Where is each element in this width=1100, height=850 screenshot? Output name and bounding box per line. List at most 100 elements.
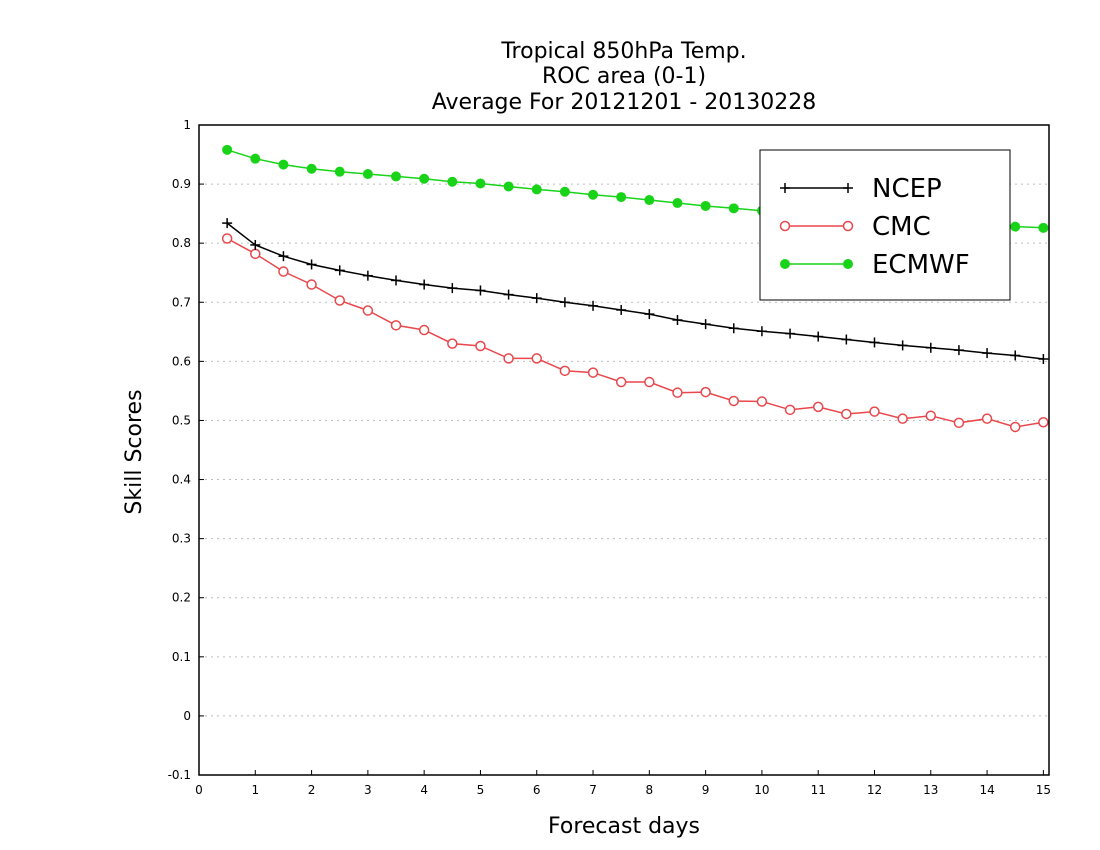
x-tick-label: 11 <box>811 783 826 797</box>
ncep-point <box>362 270 373 281</box>
legend-marker-ecmwf <box>780 259 790 269</box>
title-line-3: Average For 20121201 - 20130228 <box>432 90 817 115</box>
x-tick-label: 0 <box>195 783 203 797</box>
title-line-1: Tropical 850hPa Temp. <box>500 39 746 64</box>
ncep-point <box>785 328 796 339</box>
x-tick-label: 3 <box>364 783 372 797</box>
y-tick-label: 0.6 <box>172 354 191 368</box>
x-tick-label: 14 <box>979 783 994 797</box>
cmc-point <box>784 404 796 416</box>
ecmwf-point <box>503 181 514 192</box>
ncep-point <box>756 326 767 337</box>
y-tick-label: 0.9 <box>172 177 191 191</box>
cmc-point <box>503 353 514 364</box>
ncep-point <box>616 304 627 315</box>
cmc-point <box>644 376 655 388</box>
x-tick-label: 7 <box>589 783 597 797</box>
y-tick-label: -0.1 <box>168 768 191 782</box>
ecmwf-point <box>672 198 683 208</box>
ecmwf-point <box>278 159 289 170</box>
y-tick-label: 0 <box>183 709 191 723</box>
legend-marker-ecmwf <box>843 259 853 269</box>
ncep-point <box>728 323 739 334</box>
ncep-point <box>419 279 430 290</box>
x-tick-label: 9 <box>702 783 710 797</box>
ecmwf-point <box>334 166 345 177</box>
cmc-point <box>728 395 740 407</box>
cmc-point <box>531 353 542 364</box>
legend-label-ecmwf: ECMWF <box>872 250 970 280</box>
legend-marker-cmc <box>779 220 791 232</box>
x-tick-label: 4 <box>420 783 428 797</box>
ecmwf-point <box>1038 222 1049 233</box>
ecmwf-point <box>475 178 486 189</box>
y-tick-label: 0.4 <box>172 473 191 487</box>
ecmwf-point <box>588 189 599 200</box>
y-tick-label: 0.1 <box>172 650 191 664</box>
cmc-point <box>869 406 880 417</box>
ncep-point <box>813 331 824 342</box>
ecmwf-point <box>559 186 570 197</box>
y-tick-label: 0.3 <box>172 532 191 546</box>
ncep-point <box>897 340 908 351</box>
cmc-point <box>278 266 289 277</box>
y-tick-label: 0.7 <box>172 295 191 309</box>
cmc-point <box>672 387 683 398</box>
x-tick-label: 2 <box>308 783 316 797</box>
cmc-point <box>250 248 261 260</box>
legend-label-ncep: NCEP <box>872 174 942 204</box>
cmc-point <box>841 408 852 420</box>
x-tick-label: 12 <box>867 783 882 797</box>
ecmwf-point <box>728 203 739 214</box>
cmc-point <box>925 410 937 421</box>
x-tick-label: 15 <box>1036 783 1051 797</box>
ncep-point <box>700 319 711 330</box>
ncep-point <box>588 300 599 311</box>
y-tick-label: 1 <box>183 118 191 132</box>
y-tick-label: 0.5 <box>172 413 191 427</box>
legend-label-cmc: CMC <box>872 212 931 242</box>
cmc-point <box>953 417 965 429</box>
ncep-point <box>559 297 570 308</box>
ecmwf-point <box>644 195 655 206</box>
x-tick-label: 6 <box>533 783 541 797</box>
plot-frame <box>198 124 1050 776</box>
cmc-point <box>587 367 599 378</box>
title-line-2: ROC area (0-1) <box>542 64 706 89</box>
ecmwf-point <box>419 173 430 184</box>
ncep-point <box>644 309 655 320</box>
cmc-point <box>1009 421 1021 433</box>
legend-marker-ncep <box>843 183 853 193</box>
ecmwf-point <box>222 144 233 155</box>
cmc-point <box>447 338 458 349</box>
ecmwf-point <box>391 171 402 182</box>
y-tick-label: 0.8 <box>172 236 191 250</box>
cmc-point <box>756 396 768 407</box>
legend: NCEP CMC ECMWF <box>759 149 1011 301</box>
cmc-point <box>981 413 993 424</box>
ncep-point <box>503 289 514 300</box>
ncep-point <box>982 348 993 359</box>
cmc-point <box>390 320 402 331</box>
cmc-point <box>1038 416 1049 428</box>
ecmwf-point <box>700 200 711 211</box>
x-tick-label: 13 <box>923 783 938 797</box>
cmc-point <box>306 279 317 290</box>
ecmwf-point <box>616 192 627 203</box>
y-tick-label: 0.2 <box>172 591 191 605</box>
legend-box <box>759 149 1011 301</box>
ecmwf-point <box>447 176 458 187</box>
ncep-point <box>672 315 683 325</box>
x-tick-label: 8 <box>646 783 654 797</box>
legend-marker-ncep <box>780 183 790 193</box>
ecmwf-point <box>362 169 373 180</box>
ecmwf-point <box>1010 221 1021 232</box>
cmc-point <box>221 233 233 244</box>
cmc-point <box>475 340 486 352</box>
ncep-point <box>250 239 261 250</box>
ecmwf-point <box>250 153 261 164</box>
ncep-point <box>475 285 486 296</box>
x-tick-label: 1 <box>251 783 259 797</box>
x-tick-label: 10 <box>754 783 769 797</box>
